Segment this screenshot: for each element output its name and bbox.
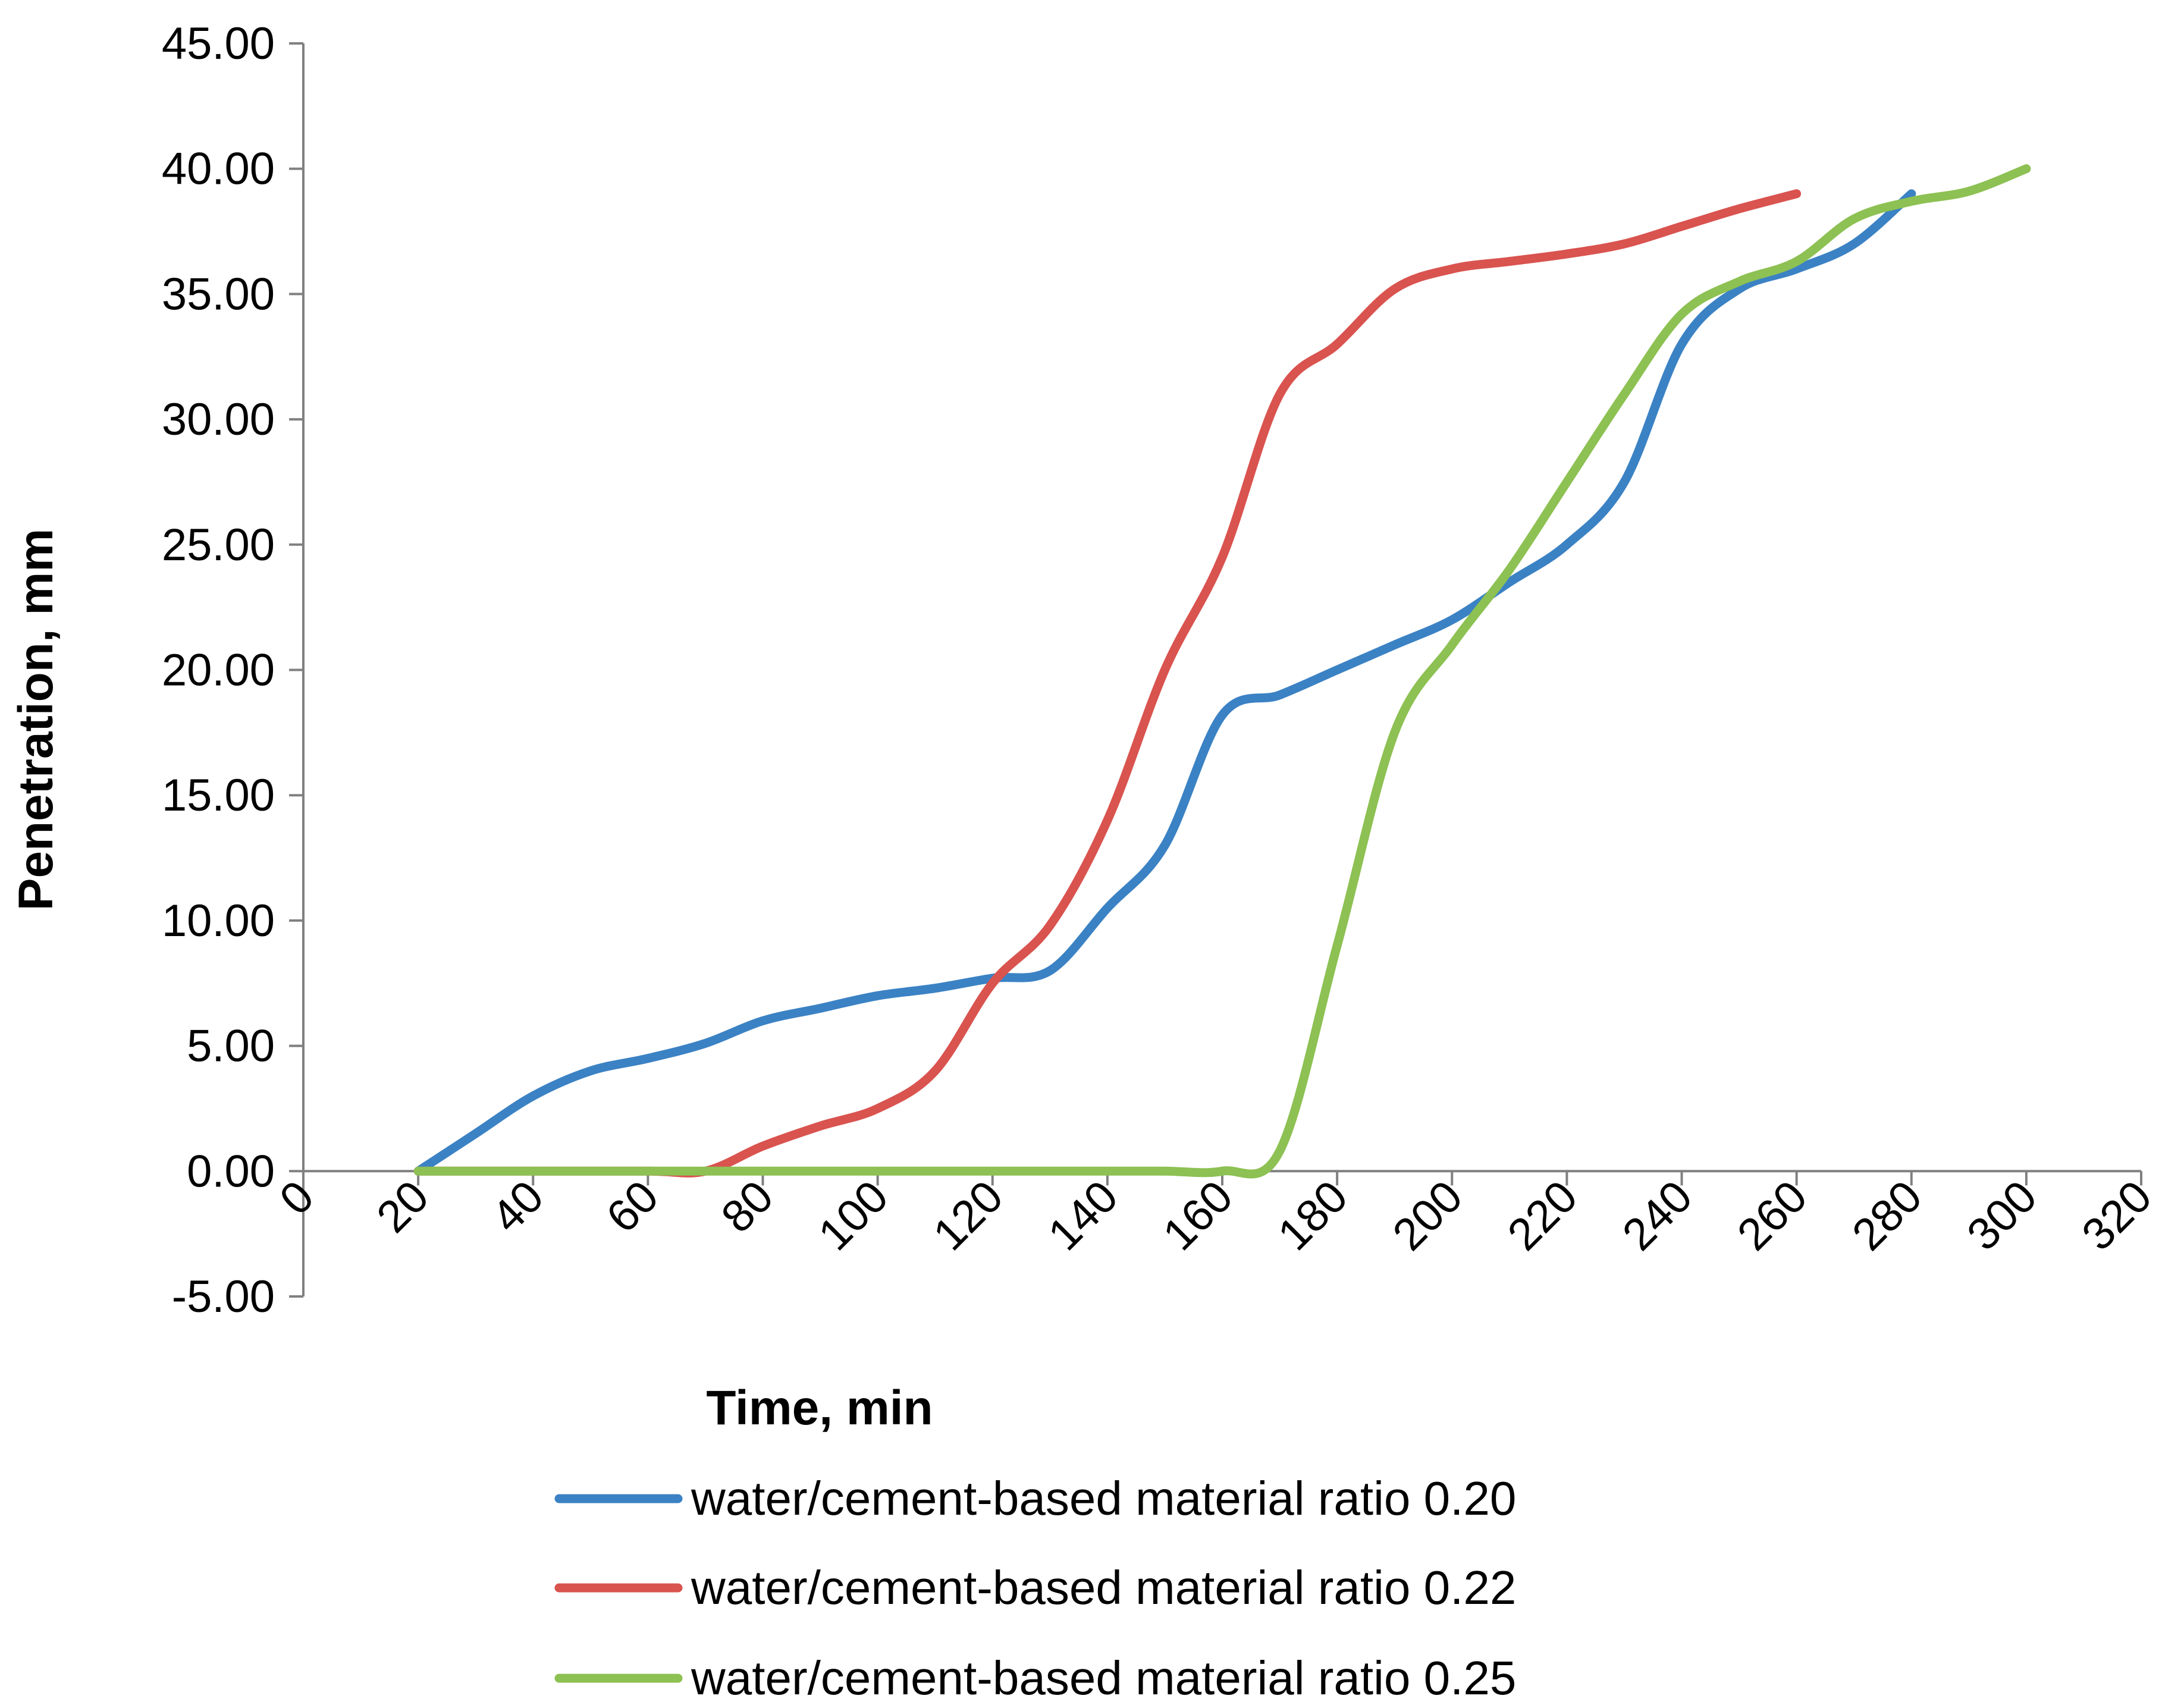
series-line-1 — [413, 189, 1916, 1176]
series-line-3 — [413, 164, 2031, 1179]
y-tick-label: 45.00 — [162, 18, 275, 69]
x-tick-label: 160 — [1153, 1171, 1242, 1260]
y-tick-label: -5.00 — [172, 1271, 275, 1322]
x-tick-label: 260 — [1728, 1171, 1817, 1260]
x-tick-label: 200 — [1383, 1171, 1472, 1260]
x-axis-title: Time, min — [706, 1381, 933, 1435]
x-tick-label: 100 — [809, 1171, 898, 1260]
y-tick-label: 0.00 — [187, 1146, 275, 1197]
y-tick-label: 25.00 — [162, 520, 275, 570]
y-tick-label: 10.00 — [162, 896, 275, 946]
x-tick-label: 280 — [1843, 1171, 1932, 1260]
y-tick-label: 30.00 — [162, 394, 275, 445]
x-tick-label: 0 — [270, 1171, 324, 1225]
x-tick-label: 20 — [367, 1171, 438, 1242]
x-tick-label: 220 — [1498, 1171, 1587, 1260]
series-lines — [413, 164, 2031, 1179]
legend-label-2: water/cement-based material ratio 0.22 — [691, 1561, 1516, 1614]
x-tick-label: 240 — [1613, 1171, 1702, 1260]
series-line-2 — [413, 189, 1802, 1178]
x-tick-label: 300 — [1957, 1171, 2047, 1260]
y-tick-label: 15.00 — [162, 770, 275, 821]
y-tick-label: 5.00 — [187, 1021, 275, 1072]
x-tick-label: 140 — [1038, 1171, 1128, 1260]
x-tick-label: 320 — [2072, 1171, 2161, 1260]
x-tick-label: 40 — [482, 1171, 553, 1242]
y-axis-title: Penetration, mm — [9, 529, 63, 910]
legend-label-3: water/cement-based material ratio 0.25 — [691, 1652, 1516, 1704]
x-tick-label: 80 — [712, 1171, 783, 1242]
y-tick-label: 40.00 — [162, 144, 275, 194]
x-tick-label: 60 — [597, 1171, 669, 1242]
legend-label-1: water/cement-based material ratio 0.20 — [691, 1472, 1516, 1525]
y-tick-label: 35.00 — [162, 269, 275, 319]
tick-labels: -5.00 0.00 5.00 10.00 15.00 20.00 25.00 30.00 35… — [162, 18, 2161, 1322]
x-tick-label: 180 — [1268, 1171, 1357, 1260]
legend: water/cement-based material ratio 0.20 wa… — [554, 1472, 1516, 1704]
y-tick-label: 20.00 — [162, 645, 275, 696]
x-tick-label: 120 — [924, 1171, 1013, 1260]
